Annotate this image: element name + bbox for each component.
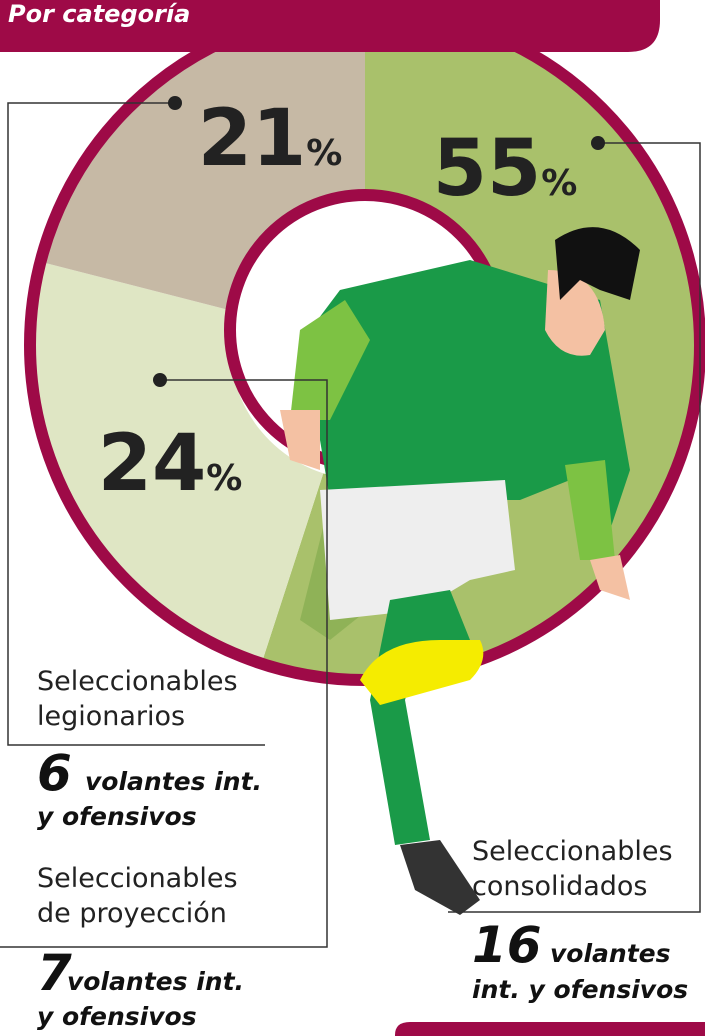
title-banner	[0, 0, 660, 52]
leader-line	[7, 102, 265, 746]
footer-tab	[395, 1022, 705, 1036]
group-caption: consolidados	[472, 871, 647, 902]
title: Por categoría	[8, 0, 190, 28]
player-illustration	[280, 227, 640, 915]
group-desc: y ofensivos	[37, 802, 197, 831]
leader-line	[448, 142, 701, 913]
group-desc: y ofensivos	[37, 1002, 197, 1031]
leaders	[0, 96, 701, 948]
group-desc: int. y ofensivos	[472, 975, 688, 1004]
donut-slice	[29, 261, 324, 664]
leader-line	[0, 379, 328, 948]
group-count: 16	[472, 916, 542, 974]
group-caption: Seleccionables	[37, 863, 238, 894]
value-label: 55%	[433, 124, 578, 214]
group-count: 7	[37, 944, 72, 1002]
value-label: 24%	[98, 419, 243, 509]
leader-dot	[591, 136, 605, 150]
group-caption: Seleccionables	[37, 666, 238, 697]
group-desc: volantes int.	[67, 967, 244, 996]
group-count: 6	[37, 744, 72, 802]
group-caption: legionarios	[37, 701, 185, 732]
value-label: 21%	[198, 94, 343, 184]
leader-dot	[168, 96, 182, 110]
group-caption: de proyección	[37, 898, 227, 929]
leader-dot	[153, 373, 167, 387]
group-desc: volantes int.	[85, 767, 262, 796]
group-desc: volantes	[550, 939, 671, 968]
group-caption: Seleccionables	[472, 836, 673, 867]
